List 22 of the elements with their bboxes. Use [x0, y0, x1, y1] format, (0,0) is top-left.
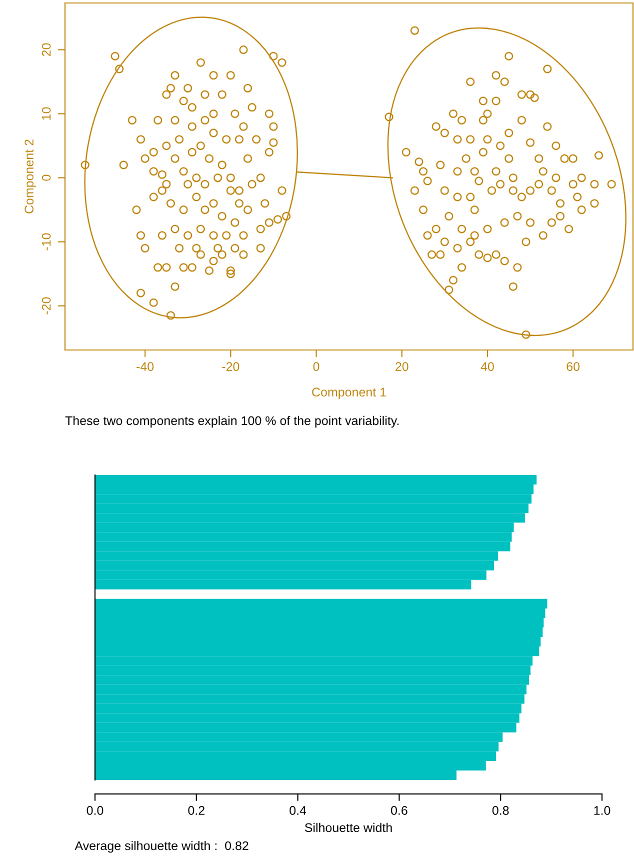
- y-tick-label: -20: [42, 297, 51, 314]
- x-tick-label: 40: [480, 362, 494, 371]
- y-axis-title: Component 2: [24, 140, 36, 214]
- x-tick-label: 0.8: [492, 806, 509, 815]
- text: These two components explain 100 % of the point variability.: [65, 416, 399, 428]
- x-tick-label: 0: [313, 362, 320, 371]
- x-axis-title: Silhouette width: [304, 822, 392, 832]
- x-tick-label: 0.6: [391, 806, 408, 815]
- x-tick-label: 0.4: [290, 806, 306, 815]
- y-tick-label: 0: [42, 174, 51, 181]
- text: Average silhouette width : 0.82: [74, 841, 248, 853]
- x-tick-label: 0.2: [188, 806, 204, 815]
- x-tick-label: 20: [396, 362, 408, 371]
- x-tick-label: 0.0: [86, 806, 104, 815]
- x-tick-label: -20: [222, 362, 240, 371]
- x-axis-title: Component 1: [312, 388, 386, 399]
- x-tick-label: 1.0: [594, 806, 610, 815]
- x-tick-label: -40: [136, 362, 154, 371]
- y-tick-label: 10: [42, 107, 51, 120]
- y-tick-label: -10: [42, 233, 51, 250]
- y-tick-label: 20: [42, 43, 51, 56]
- x-tick-label: 60: [566, 362, 580, 371]
